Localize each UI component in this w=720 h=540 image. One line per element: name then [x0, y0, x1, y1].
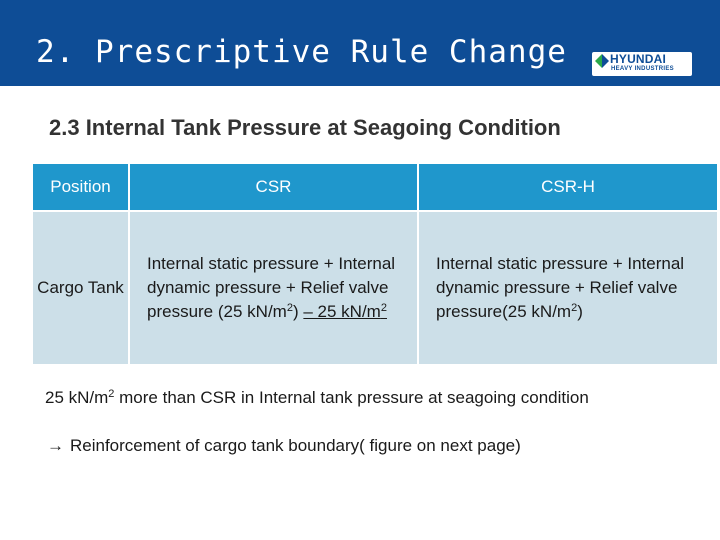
csr-addition-exponent: 2: [380, 302, 387, 314]
slide-title: 2. Prescriptive Rule Change: [36, 34, 567, 70]
consequence-note: → Reinforcement of cargo tank boundary( f…: [47, 436, 521, 456]
pressure-note: 25 kN/m2 more than CSR in Internal tank …: [45, 388, 589, 408]
csr-cell: Internal static pressure + Internal dyna…: [128, 210, 419, 366]
position-cell: Cargo Tank: [31, 210, 130, 366]
csr-unit-exponent: 2: [286, 302, 293, 314]
logo-brand-text: HYUNDAI: [610, 52, 667, 66]
column-header-position: Position: [31, 162, 130, 212]
section-heading: 2.3 Internal Tank Pressure at Seagoing C…: [49, 115, 561, 140]
csr-text: Internal static pressure + Internal dyna…: [147, 254, 396, 321]
table-row: Cargo Tank Internal static pressure + In…: [31, 210, 719, 366]
csr-addition-text: – 25 kN/m: [303, 302, 381, 321]
comparison-table: Position CSR CSR-H Cargo Tank Internal s…: [31, 162, 719, 366]
table-header-row: Position CSR CSR-H: [31, 162, 719, 212]
column-header-csr: CSR: [128, 162, 419, 212]
csr-h-text: Internal static pressure + Internal dyna…: [436, 254, 685, 321]
csr-unit: N/m: [255, 302, 287, 321]
note-text: more than CSR in Internal tank pressure …: [114, 388, 589, 407]
note-value: 25 kN/m: [45, 388, 109, 407]
csr-addition: – 25 kN/m2: [303, 302, 387, 321]
csr-h-cell: Internal static pressure + Internal dyna…: [417, 210, 719, 366]
consequence-text: Reinforcement of cargo tank boundary( fi…: [70, 436, 521, 455]
csr-h-unit-exponent: 2: [571, 302, 578, 314]
csr-h-close-paren: ): [577, 302, 583, 321]
position-value: Cargo Tank: [37, 278, 124, 297]
column-header-csr-h: CSR-H: [417, 162, 719, 212]
arrow-right-icon: →: [47, 436, 64, 455]
note-exponent: 2: [108, 388, 115, 400]
logo-tagline-text: HEAVY INDUSTRIES: [611, 66, 674, 72]
hyundai-logo: HYUNDAI HEAVY INDUSTRIES: [592, 52, 692, 76]
title-bar: 2. Prescriptive Rule Change HYUNDAI HEAV…: [0, 0, 720, 86]
hyundai-logo-icon: [595, 54, 609, 68]
csr-close-paren: ): [292, 302, 299, 321]
